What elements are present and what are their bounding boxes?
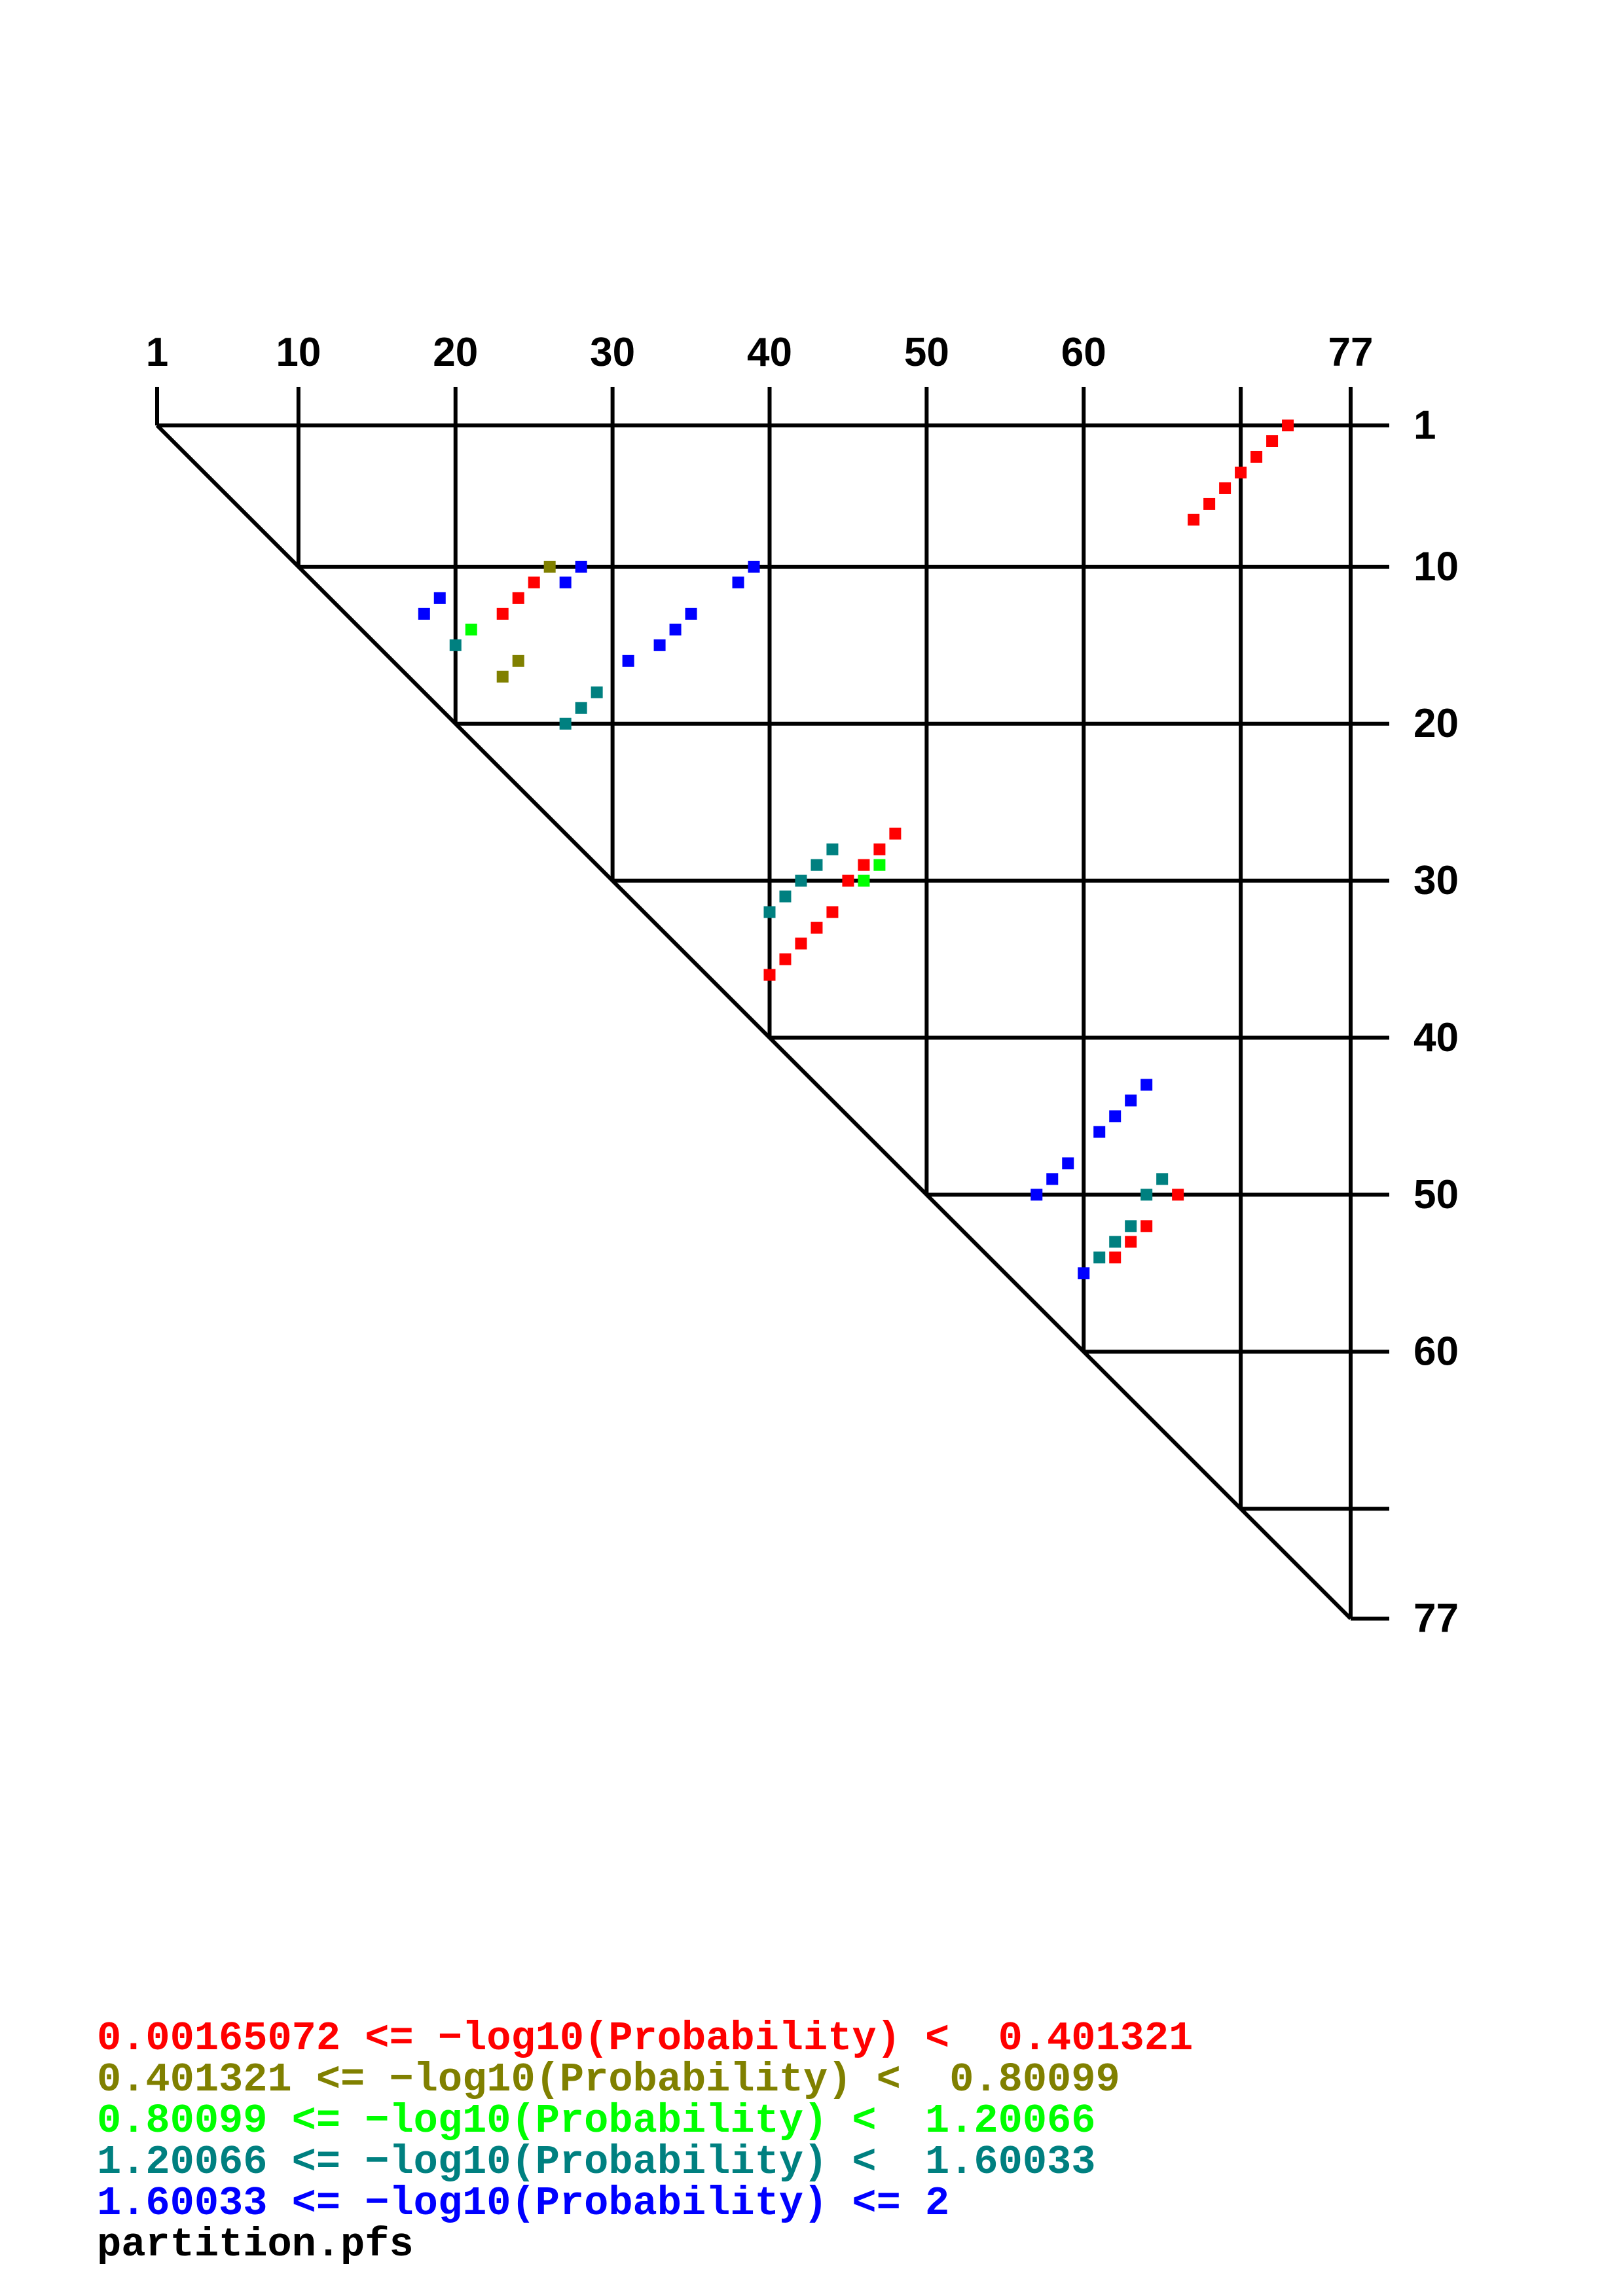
svg-text:30: 30 <box>1413 858 1459 903</box>
svg-text:20: 20 <box>433 330 478 375</box>
svg-text:20: 20 <box>1413 701 1459 746</box>
svg-text:50: 50 <box>1413 1172 1459 1217</box>
svg-text:1: 1 <box>146 330 168 375</box>
svg-text:77: 77 <box>1413 1596 1459 1641</box>
svg-text:0.80099 <= −log10(Probability): 0.80099 <= −log10(Probability) < 1.20066 <box>97 2098 1095 2144</box>
svg-text:1: 1 <box>1413 403 1436 448</box>
svg-text:0.00165072 <= −log10(Probabili: 0.00165072 <= −log10(Probability) < 0.40… <box>97 2015 1193 2062</box>
svg-text:10: 10 <box>276 330 321 375</box>
svg-text:50: 50 <box>904 330 949 375</box>
svg-text:0.401321 <= −log10(Probability: 0.401321 <= −log10(Probability) < 0.8009… <box>97 2056 1120 2103</box>
svg-text:partition.pfs: partition.pfs <box>97 2221 414 2268</box>
svg-text:1.60033 <= −log10(Probability): 1.60033 <= −log10(Probability) <= 2 <box>97 2180 949 2227</box>
svg-text:10: 10 <box>1413 544 1459 589</box>
svg-text:30: 30 <box>590 330 635 375</box>
svg-text:77: 77 <box>1328 330 1374 375</box>
svg-text:60: 60 <box>1061 330 1106 375</box>
svg-text:40: 40 <box>1413 1015 1459 1060</box>
svg-text:40: 40 <box>747 330 792 375</box>
svg-text:1.20066 <= −log10(Probability): 1.20066 <= −log10(Probability) < 1.60033 <box>97 2139 1095 2185</box>
svg-text:60: 60 <box>1413 1329 1459 1374</box>
